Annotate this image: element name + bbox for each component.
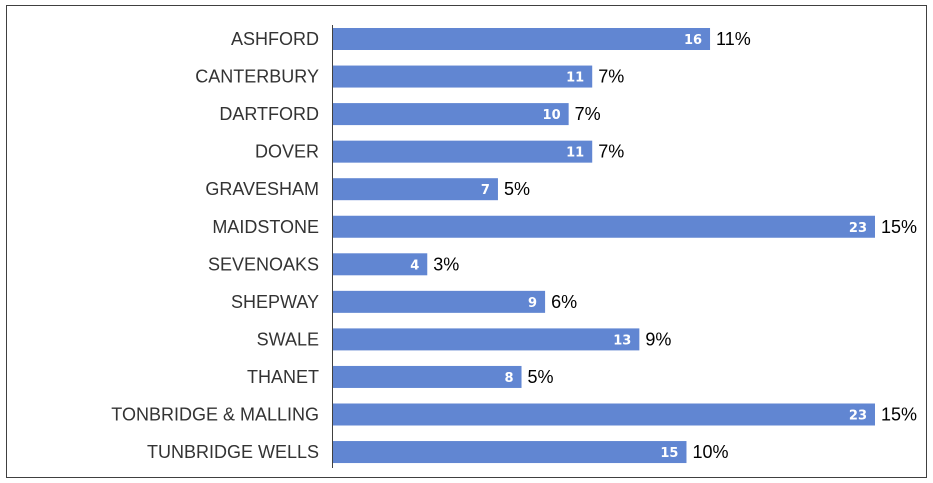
bar [333,365,522,388]
bars [333,28,875,464]
percent-labels: 11% 7% 7% 7% 5% 15% 3% 6% 9% 5% 15% 10% [433,29,917,462]
bar-value-label: 11 [566,146,584,161]
category-label: ASHFORD [231,29,319,49]
bar [333,215,875,238]
category-label: CANTERBURY [195,67,319,87]
value-labels: 16 11 10 11 7 23 4 9 13 8 23 15 [410,33,867,461]
percent-label: 5% [528,367,554,387]
bar [333,103,569,126]
bar-value-label: 7 [481,183,490,198]
bar [333,253,428,276]
category-label: TUNBRIDGE WELLS [147,442,319,462]
bar-value-label: 4 [410,258,419,273]
bar-value-label: 13 [613,333,631,348]
chart-frame: ASHFORD CANTERBURY DARTFORD DOVER GRAVESHAM M… [6,5,927,478]
category-label: TONBRIDGE & MALLING [111,405,319,425]
percent-label: 11% [716,29,751,49]
percent-label: 15% [881,405,917,425]
percent-label: 9% [645,329,671,349]
percent-label: 5% [504,179,530,199]
bar [333,290,546,313]
category-label: GRAVESHAM [205,179,319,199]
bar-value-label: 9 [528,296,537,311]
bar-value-label: 23 [849,409,867,424]
category-label: DOVER [255,142,319,162]
category-labels: ASHFORD CANTERBURY DARTFORD DOVER GRAVESHAM M… [111,29,319,462]
percent-label: 10% [692,442,728,462]
bar [333,140,593,163]
percent-label: 7% [598,67,624,87]
category-label: SHEPWAY [231,292,319,312]
bar [333,403,875,426]
bar [333,178,498,201]
bar [333,65,593,88]
percent-label: 7% [598,142,624,162]
bar-value-label: 11 [566,71,584,86]
bar-value-label: 16 [684,33,702,48]
percent-label: 6% [551,292,577,312]
bar [333,328,640,351]
bar-chart: ASHFORD CANTERBURY DARTFORD DOVER GRAVESHAM M… [111,25,917,468]
percent-label: 3% [433,254,459,274]
bar-value-label: 10 [543,108,561,123]
bar [333,28,711,50]
percent-label: 7% [575,104,601,124]
category-label: DARTFORD [219,104,319,124]
bar-value-label: 15 [660,446,678,461]
bar-value-label: 23 [849,221,867,236]
percent-label: 15% [881,217,917,237]
category-label: MAIDSTONE [212,217,319,237]
category-label: THANET [247,367,319,387]
bar [333,441,687,464]
bar-value-label: 8 [504,371,513,386]
category-label: SWALE [257,329,319,349]
category-label: SEVENOAKS [208,254,319,274]
